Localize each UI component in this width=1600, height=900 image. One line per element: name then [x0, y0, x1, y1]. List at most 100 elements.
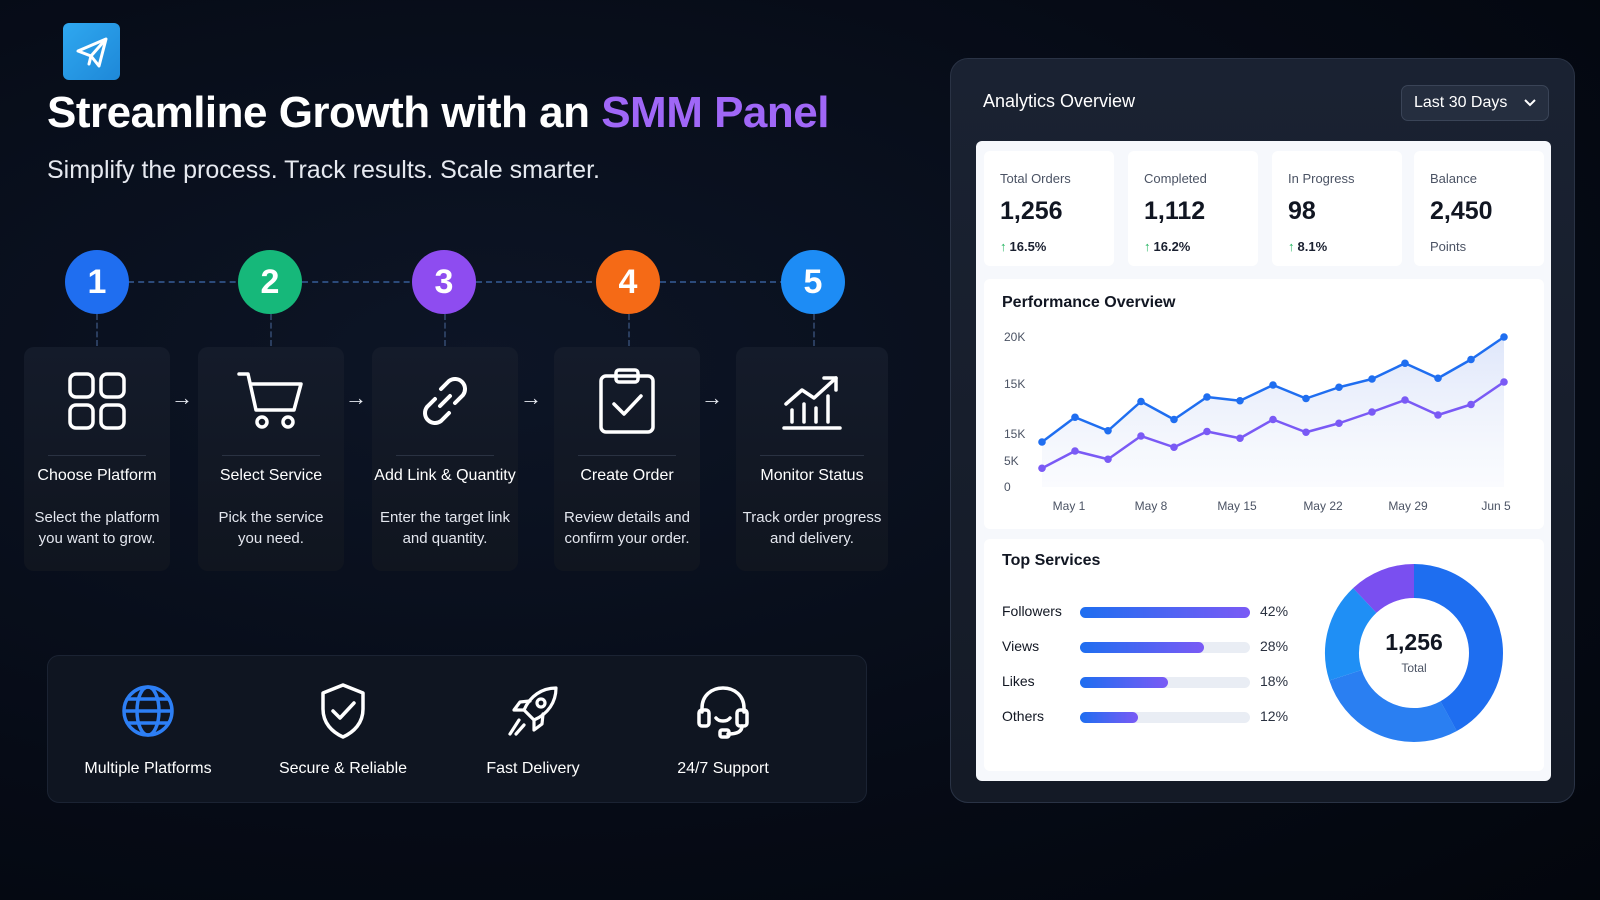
stat-in-progress: In Progress 98 ↑ 8.1% — [1272, 151, 1402, 266]
arrow-up-icon: ↑ — [1288, 239, 1295, 254]
feature-label: Fast Delivery — [486, 760, 580, 777]
donut-total-label: Total — [1401, 661, 1427, 675]
step-4-badge: 4 — [596, 250, 660, 314]
page-subtitle: Simplify the process. Track results. Sca… — [47, 156, 600, 184]
stat-balance: Balance 2,450 Points — [1414, 151, 1544, 266]
arrow-up-icon: ↑ — [1144, 239, 1151, 254]
data-point — [1500, 333, 1508, 341]
stat-completed: Completed 1,112 ↑ 16.2% — [1128, 151, 1258, 266]
step-card-select-service[interactable]: Select Service Pick the service you need. — [198, 347, 344, 571]
stat-value: 2,450 — [1430, 197, 1493, 225]
shield-check-icon — [321, 683, 365, 739]
feature-multiple-platforms: Multiple Platforms — [53, 680, 243, 778]
performance-line-chart: 20K 15K 15K 5K 0 May 1 May 8 May 15 May 22 May 29… — [1004, 330, 1511, 513]
data-point — [1434, 411, 1442, 419]
chart-trend-icon — [782, 376, 842, 430]
donut-slice — [1325, 564, 1503, 742]
stat-label: Completed — [1144, 171, 1207, 186]
stat-label: Total Orders — [1000, 171, 1071, 186]
clipboard-check-icon — [599, 368, 655, 434]
data-point — [1104, 455, 1112, 464]
x-tick-label: May 29 — [1388, 499, 1428, 513]
donut-slice — [1325, 564, 1503, 742]
grid-icon — [68, 372, 126, 430]
globe-icon — [122, 685, 174, 737]
data-point — [1269, 415, 1277, 424]
step-5-badge: 5 — [781, 250, 845, 314]
service-percent: 28% — [1260, 638, 1289, 654]
data-point — [1236, 434, 1244, 443]
paper-plane-icon — [76, 37, 107, 67]
title-main: Streamline Growth with an — [47, 88, 602, 137]
service-percent: 18% — [1260, 673, 1289, 689]
service-percent: 42% — [1260, 603, 1289, 619]
step-title: Select Service — [219, 467, 323, 484]
y-tick-label: 20K — [1004, 330, 1025, 344]
service-row: Likes 18% — [1002, 671, 1292, 691]
data-point — [1071, 413, 1079, 422]
top-services-title: Top Services — [1002, 552, 1101, 569]
stat-delta: ↑ 16.5% — [1000, 239, 1047, 254]
title-accent: SMM Panel — [601, 88, 829, 137]
arrow-up-icon: ↑ — [1000, 239, 1007, 254]
data-point — [1467, 355, 1475, 364]
data-point — [1368, 375, 1376, 383]
service-name: Others — [1002, 708, 1045, 724]
data-point — [1401, 359, 1409, 368]
date-range-dropdown[interactable]: Last 30 Days — [1401, 85, 1549, 121]
service-name: Likes — [1002, 673, 1035, 689]
service-name: Followers — [1002, 603, 1062, 619]
analytics-content: Total Orders 1,256 ↑ 16.5% Completed 1,11… — [976, 141, 1551, 781]
data-point — [1302, 428, 1310, 437]
data-point — [1269, 381, 1277, 389]
rocket-icon — [508, 686, 558, 736]
process-steps: 1 Choose Platform Select the platform you… — [24, 250, 904, 580]
data-point — [1500, 378, 1508, 386]
service-progress-fill — [1080, 607, 1250, 618]
features-bar: Multiple Platforms Secure & Reliable Fas… — [47, 655, 867, 803]
data-point — [1236, 396, 1244, 405]
stat-value: 1,112 — [1144, 197, 1206, 225]
step-title: Monitor Status — [760, 467, 864, 484]
service-percent: 12% — [1260, 708, 1289, 724]
feature-label: Secure & Reliable — [278, 760, 408, 777]
analytics-title: Analytics Overview — [983, 91, 1136, 111]
stat-label: In Progress — [1288, 171, 1355, 186]
arrow-right-icon: → — [701, 385, 723, 410]
feature-secure-reliable: Secure & Reliable — [248, 680, 438, 778]
x-tick-label: May 8 — [1135, 499, 1168, 513]
service-progress-track — [1080, 677, 1250, 688]
data-point — [1302, 394, 1310, 403]
step-title: Choose Platform — [37, 467, 157, 484]
x-tick-label: Jun 5 — [1481, 499, 1511, 513]
stat-note: Points — [1430, 239, 1467, 254]
services-donut-chart — [1325, 564, 1503, 742]
donut-total-value: 1,256 — [1385, 629, 1443, 655]
analytics-panel: Analytics Overview Last 30 Days Total Or… — [950, 58, 1575, 803]
headset-icon — [697, 686, 749, 739]
step-card-create-order[interactable]: Create Order Review details and confirm y… — [554, 347, 700, 571]
data-point — [1368, 408, 1376, 416]
data-point — [1038, 464, 1046, 473]
step-card-add-link[interactable]: Add Link & Quantity Enter the target lin… — [372, 347, 518, 571]
step-card-choose-platform[interactable]: Choose Platform Select the platform you w… — [24, 347, 170, 571]
service-progress-fill — [1080, 677, 1169, 688]
step-card-monitor-status[interactable]: Monitor Status Track order progress and d… — [736, 347, 888, 571]
y-tick-label: 5K — [1004, 454, 1019, 468]
step-1-badge: 1 — [65, 250, 129, 314]
data-point — [1434, 374, 1442, 383]
data-point — [1467, 400, 1475, 409]
data-point — [1335, 383, 1343, 392]
chevron-down-icon — [1524, 99, 1536, 107]
data-point — [1104, 426, 1112, 435]
feature-fast-delivery: Fast Delivery — [438, 680, 628, 778]
service-name: Views — [1002, 638, 1040, 654]
x-tick-label: May 15 — [1217, 499, 1257, 513]
data-point — [1401, 396, 1409, 404]
data-point — [1203, 393, 1211, 401]
service-progress-fill — [1080, 712, 1138, 723]
step-title: Create Order — [580, 467, 674, 484]
stat-delta: ↑ 16.2% — [1144, 239, 1191, 254]
performance-card: Performance Overview 20K 15K 15K 5K 0 May 1 Ma… — [984, 279, 1544, 529]
data-point — [1335, 419, 1343, 428]
